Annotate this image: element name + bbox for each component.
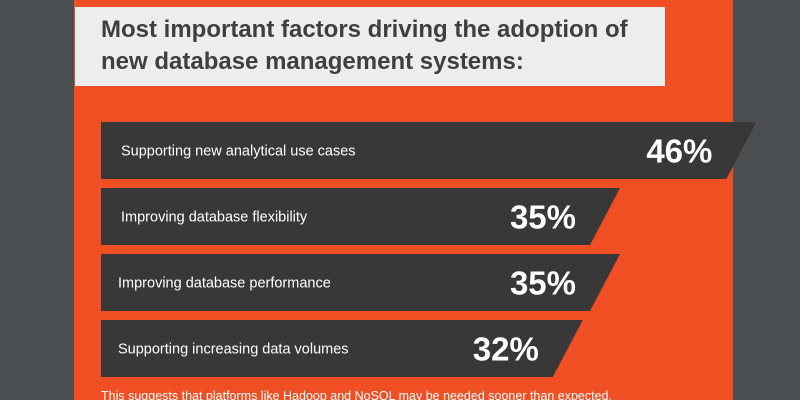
bar-group: Improving database flexibility 35%: [101, 188, 620, 245]
bar-category-label: Improving database flexibility: [121, 210, 308, 226]
bar-group: Supporting new analytical use cases 46%: [101, 122, 757, 179]
bar-group: Improving database performance 35%: [101, 254, 620, 311]
bar: [101, 188, 620, 245]
bar-value-label: 32%: [473, 331, 539, 368]
bar-category-label: Supporting increasing data volumes: [118, 342, 349, 358]
title-box: [75, 7, 665, 86]
bar-value-label: 35%: [510, 265, 576, 302]
bar-category-label: Supporting new analytical use cases: [121, 144, 356, 160]
bar-category-label: Improving database performance: [118, 276, 331, 292]
bar-group: Supporting increasing data volumes 32%: [101, 320, 583, 377]
bar: [101, 254, 620, 311]
bar-value-label: 46%: [646, 133, 712, 170]
bar: [101, 320, 583, 377]
chart-title: Most important factors driving the adopt…: [101, 16, 628, 75]
footnote: This suggests that platforms like Hadoop…: [101, 389, 612, 400]
bar: [101, 122, 757, 179]
bar-value-label: 35%: [510, 199, 576, 236]
